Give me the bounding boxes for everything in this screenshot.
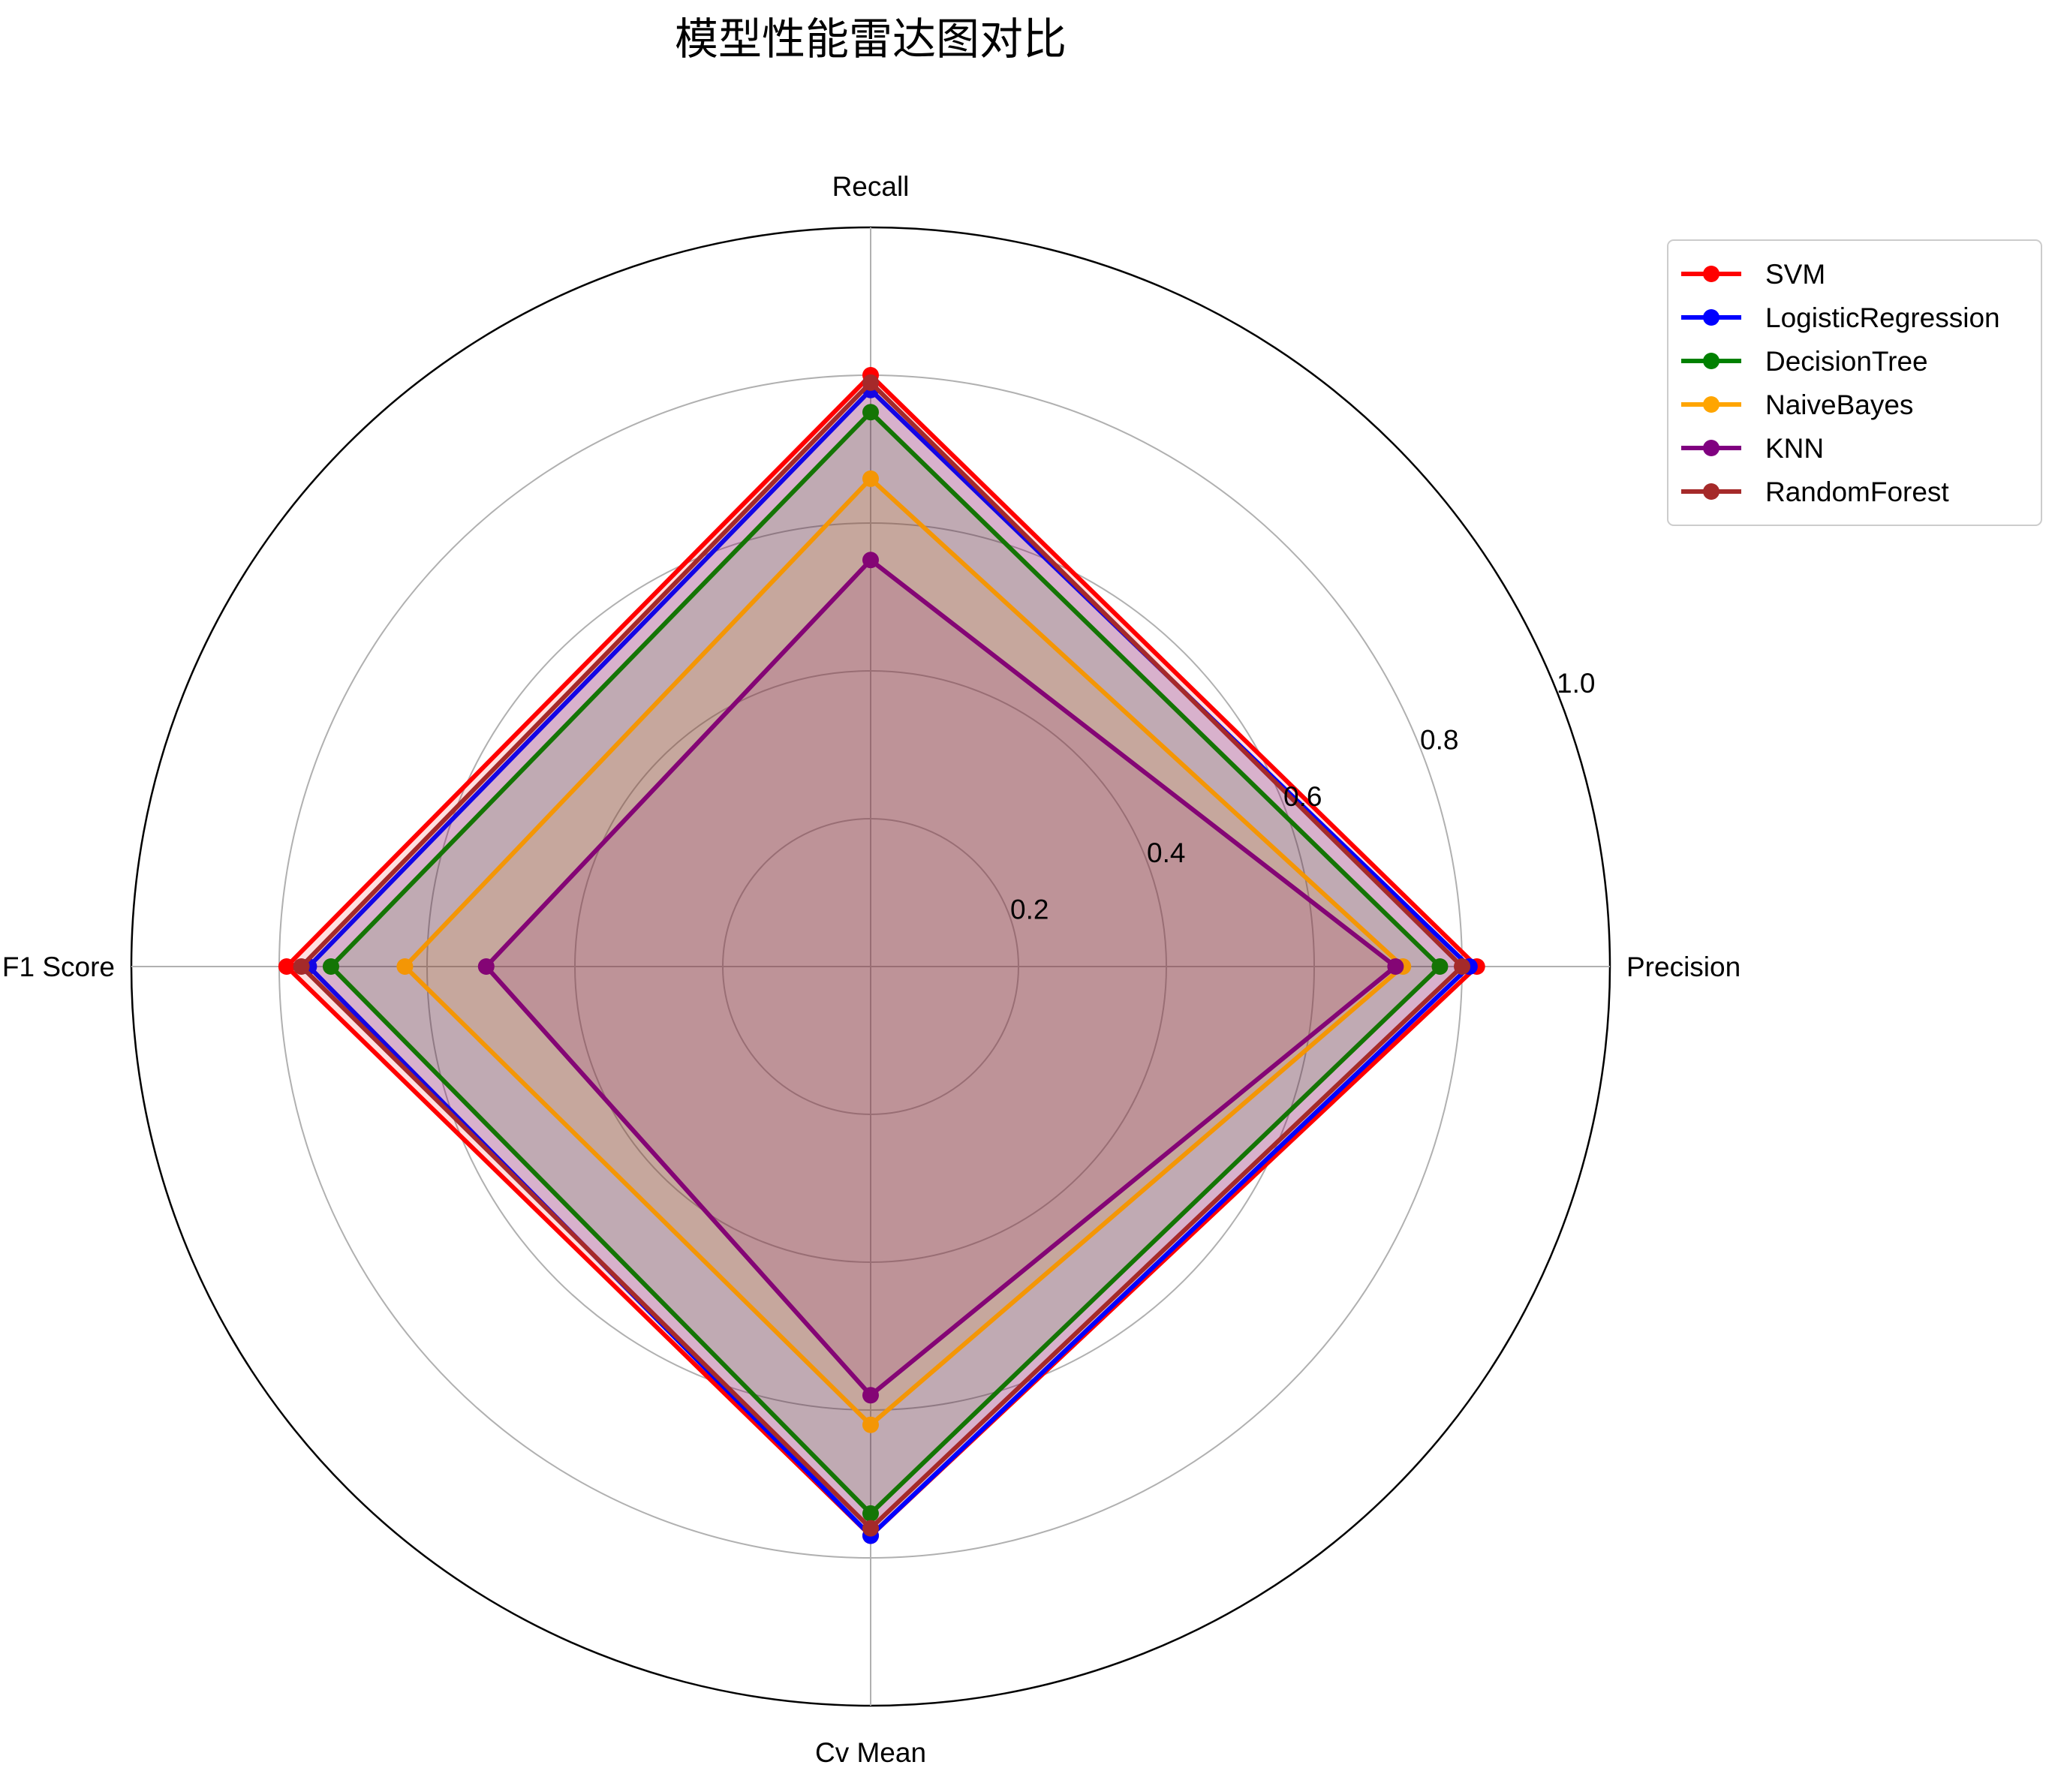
radial-tick-labels: 0.2 0.4 0.6 0.8 1.0 — [1010, 668, 1595, 925]
data-point — [862, 1505, 879, 1522]
data-point — [1454, 958, 1470, 975]
legend-entry: LogisticRegression — [1681, 302, 2000, 333]
axis-labels: Precision Recall F1 Score Cv Mean — [2, 171, 1741, 1768]
series-fill — [405, 478, 1404, 1425]
data-point — [862, 1387, 879, 1404]
legend-label: RandomForest — [1765, 477, 1949, 507]
series-DecisionTree — [322, 404, 1449, 1522]
r-tick-label: 0.8 — [1420, 724, 1458, 755]
data-point — [396, 958, 414, 975]
data-point — [322, 958, 339, 975]
series-RandomForest — [293, 374, 1470, 1537]
legend: SVM LogisticRegression DecisionTree NaiveBa… — [1667, 239, 2042, 526]
legend-entry: KNN — [1681, 433, 1824, 464]
legend-swatch-marker — [1703, 440, 1719, 456]
data-point — [477, 958, 495, 975]
data-point — [278, 958, 295, 975]
series-fill — [486, 560, 1396, 1396]
data-point — [862, 552, 879, 569]
series-NaiveBayes — [396, 470, 1412, 1433]
axis-label: F1 Score — [2, 952, 115, 982]
legend-swatch-marker — [1703, 266, 1719, 282]
data-point — [1431, 958, 1449, 975]
series-fill — [308, 389, 1470, 1536]
data-point — [862, 470, 879, 487]
legend-swatch-marker — [1703, 396, 1719, 413]
data-point — [862, 1416, 879, 1433]
legend-box — [1667, 239, 2042, 526]
series-fill — [301, 382, 1462, 1529]
axis-label: Cv Mean — [815, 1737, 926, 1768]
series-fill — [331, 412, 1440, 1514]
axis-label: Recall — [832, 171, 910, 202]
axis-label: Precision — [1626, 952, 1741, 982]
r-tick-label: 0.4 — [1147, 837, 1185, 868]
radar-series-group — [278, 367, 1485, 1544]
data-point — [862, 404, 879, 421]
legend-swatch-marker — [1703, 483, 1719, 500]
legend-swatch-marker — [1703, 309, 1719, 326]
data-point — [1387, 958, 1404, 975]
legend-label: SVM — [1765, 259, 1825, 290]
legend-entry: SVM — [1681, 259, 1825, 290]
legend-entry: DecisionTree — [1681, 346, 1928, 377]
legend-label: NaiveBayes — [1765, 389, 1913, 420]
data-point — [293, 958, 310, 975]
legend-label: KNN — [1765, 433, 1824, 464]
legend-label: DecisionTree — [1765, 346, 1928, 377]
chart-title: 模型性能雷达图对比 — [675, 15, 1067, 64]
legend-label: LogisticRegression — [1765, 302, 2000, 333]
series-KNN — [477, 552, 1404, 1404]
r-tick-label: 0.6 — [1283, 781, 1322, 812]
r-tick-label: 0.2 — [1010, 894, 1049, 925]
legend-entry: RandomForest — [1681, 477, 1949, 507]
data-point — [862, 374, 879, 391]
legend-entry: NaiveBayes — [1681, 389, 1913, 420]
legend-swatch-marker — [1703, 353, 1719, 369]
r-tick-label: 1.0 — [1557, 668, 1595, 699]
data-point — [862, 1520, 879, 1537]
